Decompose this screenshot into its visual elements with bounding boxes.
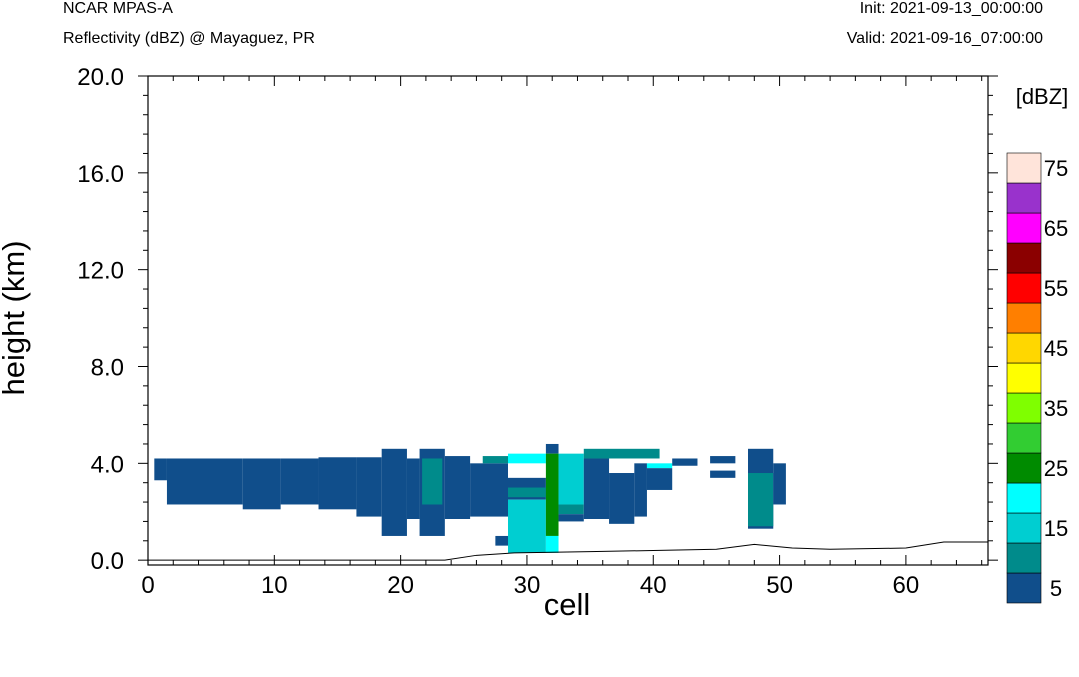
colorbar-swatch	[1006, 362, 1042, 394]
reflectivity-cell	[508, 453, 546, 464]
reflectivity-cell	[508, 499, 546, 553]
reflectivity-cell	[470, 463, 508, 517]
colorbar-tick-label: 45	[1044, 336, 1068, 361]
colorbar-tick-label: 35	[1044, 396, 1068, 421]
reflectivity-cell	[406, 458, 420, 520]
reflectivity-cell	[444, 456, 471, 520]
colorbar-swatch	[1006, 512, 1042, 544]
reflectivity-cell	[558, 453, 584, 505]
reflectivity-cells	[154, 443, 786, 553]
chart-subtitle: Reflectivity (dBZ) @ Mayaguez, PR	[63, 30, 315, 47]
colorbar-swatch	[1006, 242, 1042, 274]
reflectivity-cell	[545, 535, 559, 553]
valid-time-label: Valid: 2021-09-16_07:00:00	[846, 30, 1043, 47]
y-tick-label: 8.0	[91, 354, 124, 381]
terrain-line	[148, 541, 988, 561]
x-tick-label: 60	[893, 572, 920, 599]
reflectivity-cell	[242, 458, 281, 510]
reflectivity-cell	[646, 468, 673, 490]
y-tick-label: 12.0	[77, 258, 124, 285]
reflectivity-cell	[495, 535, 508, 546]
reflectivity-cell	[646, 463, 673, 469]
x-tick-label: 30	[514, 572, 541, 599]
colorbar-tick-label: 15	[1044, 516, 1068, 541]
x-axis-label: cell	[544, 587, 591, 622]
reflectivity-cell	[318, 457, 357, 510]
x-axis: 0 10 20 30 40 50 60	[141, 76, 983, 599]
reflectivity-cell	[545, 443, 559, 454]
y-tick-label: 0.0	[91, 548, 124, 575]
colorbar-swatch	[1006, 332, 1042, 364]
colorbar-swatch	[1006, 392, 1042, 424]
reflectivity-cell	[166, 458, 243, 505]
reflectivity-cell	[710, 456, 736, 464]
colorbar-swatch	[1006, 452, 1042, 484]
colorbar-swatch	[1006, 482, 1042, 514]
colorbar-swatch	[1006, 152, 1042, 184]
reflectivity-cell	[381, 448, 407, 536]
reflectivity-cell	[356, 457, 382, 517]
colorbar-swatch	[1006, 272, 1042, 304]
colorbar-tick-label: 25	[1044, 456, 1068, 481]
x-tick-label: 20	[387, 572, 414, 599]
reflectivity-cell	[482, 456, 508, 464]
reflectivity-cell	[154, 458, 167, 481]
y-tick-label: 4.0	[91, 451, 124, 478]
reflectivity-cell	[558, 504, 584, 515]
reflectivity-cell	[545, 453, 559, 536]
colorbar-swatch	[1006, 212, 1042, 244]
y-tick-label: 16.0	[77, 161, 124, 188]
colorbar-swatch	[1006, 302, 1042, 334]
reflectivity-cell	[508, 487, 546, 498]
colorbar-swatch	[1006, 182, 1042, 214]
x-tick-label: 50	[766, 572, 793, 599]
reflectivity-cell	[710, 470, 736, 478]
x-tick-label: 0	[141, 572, 154, 599]
reflectivity-cell	[773, 463, 786, 505]
reflectivity-cell	[583, 458, 610, 520]
colorbar-swatch	[1006, 422, 1042, 454]
reflectivity-cell	[583, 448, 660, 459]
colorbar-tick-label: 5	[1050, 576, 1062, 601]
reflectivity-cell	[634, 463, 647, 517]
x-tick-label: 10	[261, 572, 288, 599]
y-axis: 0.0 4.0 8.0 12.0 16.0 20.0	[77, 64, 998, 575]
y-tick-label: 20.0	[77, 64, 124, 91]
colorbar-tick-label: 55	[1044, 276, 1068, 301]
y-axis-label: height (km)	[0, 240, 31, 395]
reflectivity-cell	[280, 458, 319, 505]
reflectivity-cell	[748, 473, 774, 527]
chart-title: NCAR MPAS-A	[63, 0, 173, 17]
colorbar-tick-label: 65	[1044, 216, 1068, 241]
init-time-label: Init: 2021-09-13_00:00:00	[859, 0, 1043, 17]
colorbar-swatch	[1006, 572, 1042, 604]
plot-border	[147, 75, 989, 566]
colorbar: 5 15 25 35 45 55 65 75	[1006, 152, 1068, 604]
reflectivity-cell	[672, 458, 698, 466]
reflectivity-cell	[422, 458, 443, 505]
x-tick-label: 40	[640, 572, 667, 599]
reflectivity-cell	[609, 473, 635, 524]
colorbar-title: [dBZ]	[1016, 84, 1069, 109]
colorbar-swatch	[1006, 542, 1042, 574]
reflectivity-cell	[558, 514, 584, 522]
plot-frame	[147, 75, 989, 566]
colorbar-tick-label: 75	[1044, 156, 1068, 181]
